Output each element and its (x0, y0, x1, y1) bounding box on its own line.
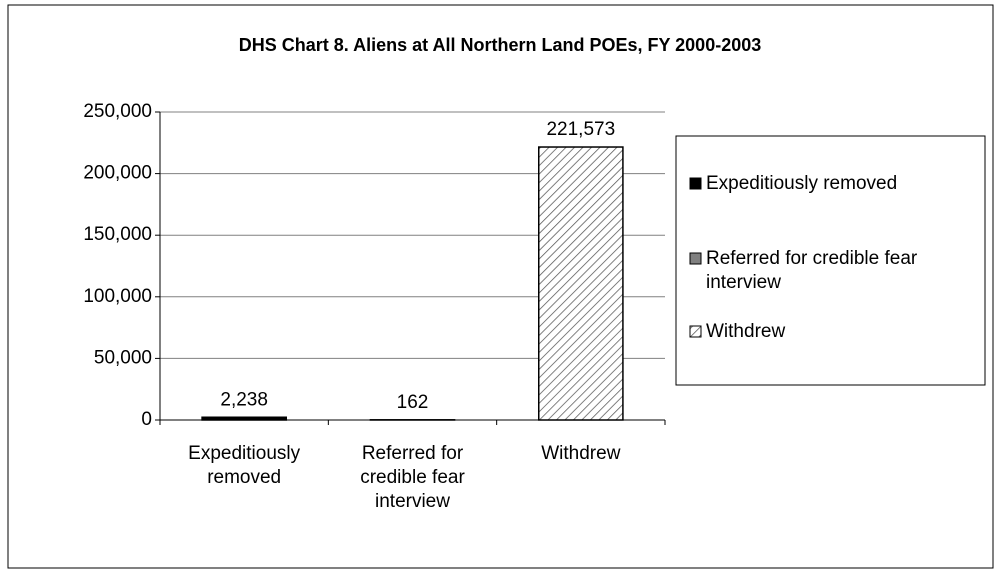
y-tick-label: 0 (141, 409, 152, 430)
y-tick-label: 100,000 (83, 286, 152, 307)
legend-label: Referred for credible fear interview (706, 248, 918, 293)
legend-label: Withdrew (706, 321, 786, 342)
x-tick-label: Expeditiously removed (188, 443, 301, 488)
y-tick-label: 200,000 (83, 163, 152, 184)
x-tick-label: Withdrew (541, 443, 621, 464)
y-tick-label: 250,000 (83, 101, 152, 122)
bar (538, 146, 624, 421)
legend-swatch (689, 252, 702, 265)
legend-box (675, 135, 986, 386)
value-label: 221,573 (546, 119, 615, 140)
value-label: 2,238 (220, 389, 268, 410)
value-label: 162 (397, 392, 429, 413)
legend-label: Expeditiously removed (706, 173, 898, 194)
y-tick-label: 50,000 (94, 347, 152, 368)
chart-title: DHS Chart 8. Aliens at All Northern Land… (239, 35, 762, 55)
legend-swatch (689, 325, 702, 338)
legend-swatch (689, 177, 702, 190)
bar (201, 416, 287, 421)
x-tick-label: Referred for credible fear interview (360, 443, 465, 512)
y-tick-label: 150,000 (83, 224, 152, 245)
